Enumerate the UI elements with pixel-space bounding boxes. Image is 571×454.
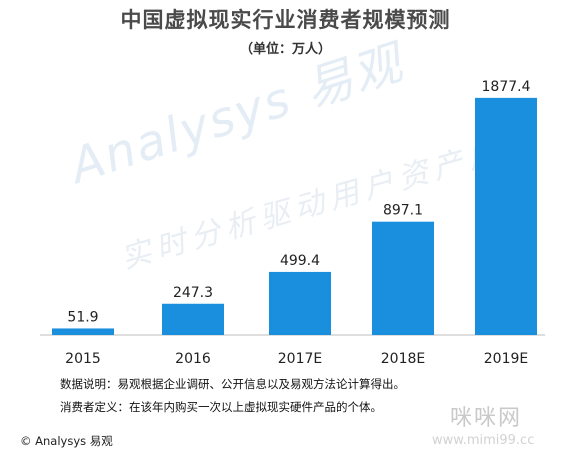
x-tick-label-2015: 2015 <box>65 351 101 367</box>
copyright: © Analysys 易观 <box>20 434 113 448</box>
chart-title: 中国虚拟现实行业消费者规模预测 <box>120 8 451 32</box>
bar-2016 <box>162 303 224 335</box>
data-note: 数据说明：易观根据企业调研、公开信息以及易观方法论计算得出。 <box>60 377 405 391</box>
x-tick-label-2018E: 2018E <box>381 351 425 367</box>
bar-2018E <box>372 221 434 335</box>
bar-2015 <box>52 328 114 335</box>
value-label-2018E: 897.1 <box>383 203 423 219</box>
site-watermark: 咪咪网 <box>450 406 523 431</box>
bar-2017E <box>269 271 331 335</box>
x-tick-label-2016: 2016 <box>175 351 211 367</box>
value-label-2019E: 1877.4 <box>482 79 531 95</box>
value-label-2017E: 499.4 <box>280 253 320 269</box>
bar-2019E <box>475 97 537 335</box>
value-label-2016: 247.3 <box>173 285 213 301</box>
site-watermark-url: www.mimi99.cc <box>432 433 535 448</box>
x-tick-label-2019E: 2019E <box>484 351 528 367</box>
value-label-2015: 51.9 <box>67 309 98 325</box>
chart-subtitle: （单位：万人） <box>239 42 331 57</box>
definition-note: 消费者定义：在该年内购买一次以上虚拟现实硬件产品的个体。 <box>60 400 382 414</box>
x-tick-label-2017E: 2017E <box>278 351 322 367</box>
